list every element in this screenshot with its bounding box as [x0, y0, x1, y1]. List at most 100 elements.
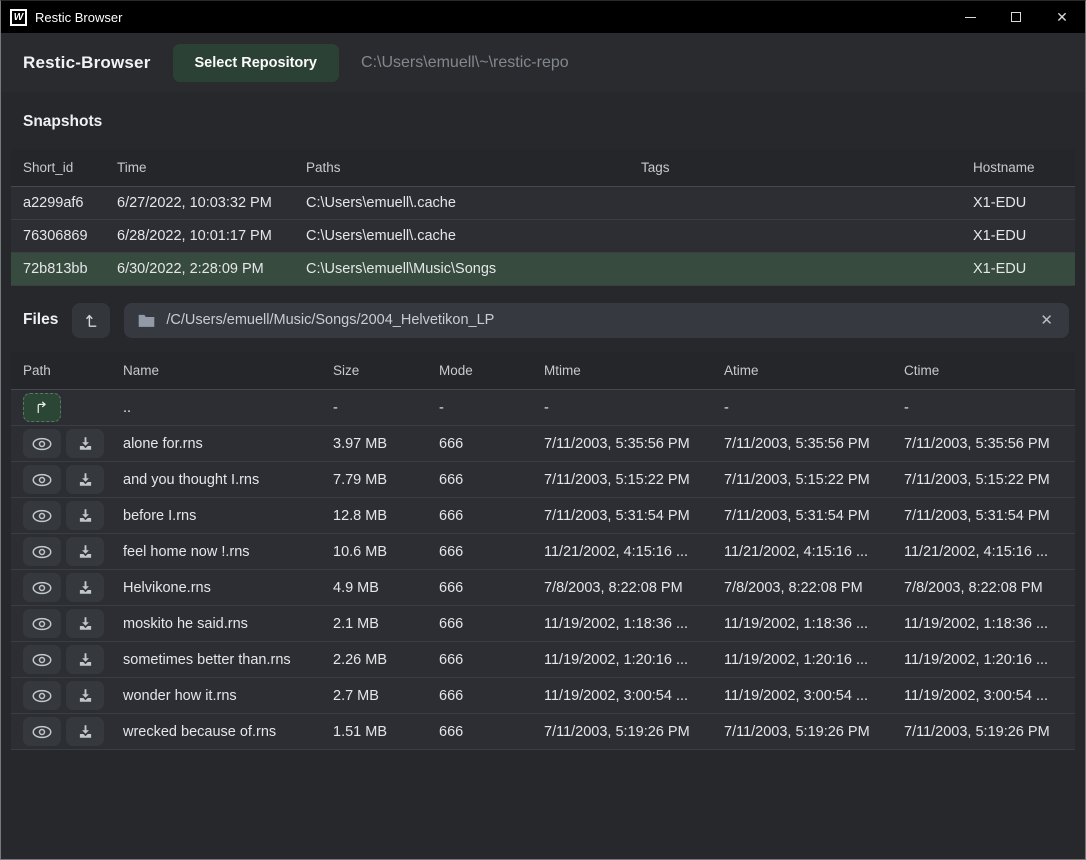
preview-file-button[interactable]	[23, 681, 61, 710]
file-ctime: 11/19/2002, 1:18:36 ...	[904, 615, 1049, 632]
level-up-icon	[86, 314, 97, 327]
table-row[interactable]: moskito he said.rns 2.1 MB 666 11/19/200…	[11, 606, 1075, 642]
preview-file-button[interactable]	[23, 717, 61, 746]
file-mode: 666	[439, 543, 464, 560]
table-row[interactable]: 76306869 6/28/2022, 10:01:17 PM C:\Users…	[11, 220, 1075, 253]
download-icon	[79, 437, 91, 450]
eye-icon	[32, 437, 52, 450]
file-atime: -	[724, 399, 729, 416]
file-name: moskito he said.rns	[123, 615, 248, 632]
window-title: Restic Browser	[35, 9, 123, 25]
file-name: alone for.rns	[123, 435, 203, 452]
file-size: 10.6 MB	[333, 543, 387, 560]
download-icon	[79, 617, 91, 630]
file-actions	[23, 429, 123, 458]
file-mtime: 7/11/2003, 5:19:26 PM	[544, 723, 690, 740]
download-icon	[79, 689, 91, 702]
file-mode: 666	[439, 723, 464, 740]
table-row[interactable]: wrecked because of.rns 1.51 MB 666 7/11/…	[11, 714, 1075, 750]
file-atime: 11/21/2002, 4:15:16 ...	[724, 543, 869, 560]
file-name: before I.rns	[123, 507, 197, 524]
path-breadcrumb[interactable]: /C/Users/emuell/Music/Songs/2004_Helveti…	[124, 302, 1069, 338]
file-actions	[23, 645, 123, 674]
file-size: 2.1 MB	[333, 615, 379, 632]
file-mode: -	[439, 399, 444, 416]
table-row[interactable]: before I.rns 12.8 MB 666 7/11/2003, 5:31…	[11, 498, 1075, 534]
download-icon	[79, 653, 91, 666]
file-name: Helvikone.rns	[123, 579, 211, 596]
table-row[interactable]: Helvikone.rns 4.9 MB 666 7/8/2003, 8:22:…	[11, 570, 1075, 606]
file-mode: 666	[439, 435, 464, 452]
file-mode: 666	[439, 471, 464, 488]
preview-file-button[interactable]	[23, 465, 61, 494]
clear-path-button[interactable]: ✕	[1038, 311, 1055, 329]
snapshot-paths: C:\Users\emuell\.cache	[306, 195, 456, 211]
file-name: wrecked because of.rns	[123, 723, 277, 740]
preview-file-button[interactable]	[23, 537, 61, 566]
preview-file-button[interactable]	[23, 501, 61, 530]
file-actions	[23, 537, 123, 566]
download-icon	[79, 581, 91, 594]
download-file-button[interactable]	[66, 609, 104, 638]
column-header-size: Size	[333, 363, 360, 378]
download-file-button[interactable]	[66, 573, 104, 602]
file-atime: 7/11/2003, 5:15:22 PM	[724, 471, 870, 488]
eye-icon	[32, 725, 52, 738]
open-parent-directory-button[interactable]	[23, 393, 61, 422]
minimize-icon	[964, 16, 976, 18]
repository-path: C:\Users\emuell\~\restic-repo	[361, 53, 569, 71]
file-ctime: 7/11/2003, 5:19:26 PM	[904, 723, 1050, 740]
preview-file-button[interactable]	[23, 645, 61, 674]
go-up-directory-button[interactable]	[72, 302, 111, 338]
eye-icon	[32, 617, 52, 630]
preview-file-button[interactable]	[23, 573, 61, 602]
header: Restic-Browser Select Repository C:\User…	[1, 33, 1085, 92]
column-header-time: Time	[117, 160, 147, 175]
snapshots-table: Short_id Time Paths Tags Hostname a2299a…	[11, 149, 1075, 286]
file-actions	[23, 501, 123, 530]
table-row[interactable]: feel home now !.rns 10.6 MB 666 11/21/20…	[11, 534, 1075, 570]
minimize-button[interactable]	[947, 1, 993, 33]
file-mode: 666	[439, 687, 464, 704]
download-file-button[interactable]	[66, 465, 104, 494]
page-title: Restic-Browser	[23, 52, 151, 72]
file-actions	[23, 717, 123, 746]
file-mode: 666	[439, 651, 464, 668]
file-mtime: 11/19/2002, 1:18:36 ...	[544, 615, 689, 632]
file-size: 1.51 MB	[333, 723, 387, 740]
download-file-button[interactable]	[66, 717, 104, 746]
column-header-paths: Paths	[306, 160, 341, 175]
download-file-button[interactable]	[66, 645, 104, 674]
preview-file-button[interactable]	[23, 609, 61, 638]
table-row-parent-dir[interactable]: .. - - - - -	[11, 390, 1075, 426]
maximize-button[interactable]	[993, 1, 1039, 33]
download-file-button[interactable]	[66, 501, 104, 530]
download-icon	[79, 725, 91, 738]
table-row[interactable]: wonder how it.rns 2.7 MB 666 11/19/2002,…	[11, 678, 1075, 714]
eye-icon	[32, 689, 52, 702]
download-file-button[interactable]	[66, 429, 104, 458]
file-mode: 666	[439, 579, 464, 596]
table-row[interactable]: alone for.rns 3.97 MB 666 7/11/2003, 5:3…	[11, 426, 1075, 462]
table-row[interactable]: sometimes better than.rns 2.26 MB 666 11…	[11, 642, 1075, 678]
table-row[interactable]: and you thought I.rns 7.79 MB 666 7/11/2…	[11, 462, 1075, 498]
download-file-button[interactable]	[66, 681, 104, 710]
table-row[interactable]: 72b813bb 6/30/2022, 2:28:09 PM C:\Users\…	[11, 253, 1075, 286]
preview-file-button[interactable]	[23, 429, 61, 458]
go-up-and-right-arrow-icon	[37, 401, 46, 414]
table-row[interactable]: a2299af6 6/27/2022, 10:03:32 PM C:\Users…	[11, 187, 1075, 220]
file-ctime: 7/11/2003, 5:35:56 PM	[904, 435, 1050, 452]
column-header-name: Name	[123, 363, 160, 378]
file-actions	[23, 393, 123, 422]
snapshot-time: 6/28/2022, 10:01:17 PM	[117, 228, 272, 244]
close-button[interactable]: ✕	[1039, 1, 1085, 33]
file-size: 3.97 MB	[333, 435, 387, 452]
files-table-body: .. - - - - - alone for.rns 3.97 MB 666	[11, 390, 1075, 750]
download-file-button[interactable]	[66, 537, 104, 566]
file-actions	[23, 573, 123, 602]
column-header-ctime: Ctime	[904, 363, 940, 378]
select-repository-button[interactable]: Select Repository	[172, 43, 340, 82]
eye-icon	[32, 545, 52, 558]
files-bar: Files /C/Users/emuell/Music/Songs/2004_H…	[23, 302, 1069, 338]
